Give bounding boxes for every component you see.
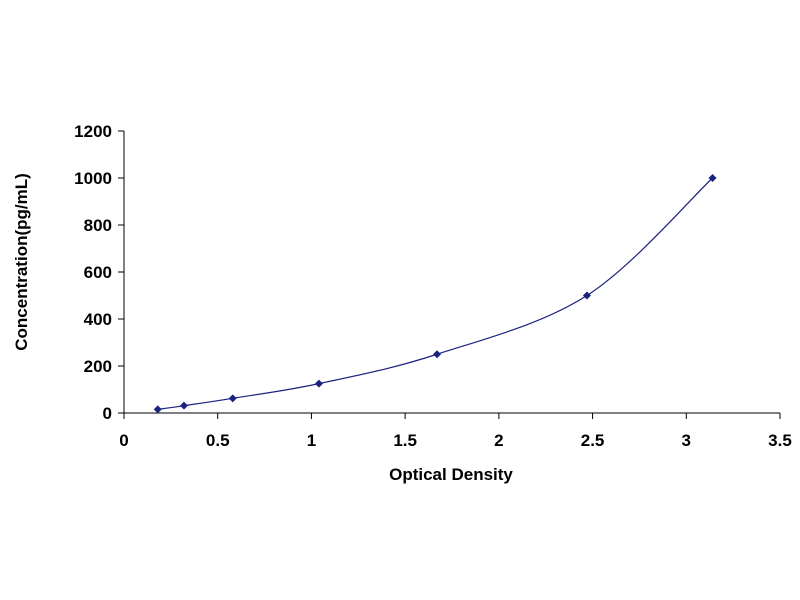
x-axis-ticks: 0 0.5 1 1.5 2 2.5 3 3.5 xyxy=(119,413,792,450)
x-tick-label: 3.5 xyxy=(768,431,792,450)
x-tick-label: 2 xyxy=(494,431,503,450)
data-point-marker xyxy=(708,174,717,182)
data-point-marker xyxy=(433,350,442,359)
axes xyxy=(123,131,780,414)
data-point-marker xyxy=(228,394,237,403)
y-tick-label: 400 xyxy=(84,310,112,329)
x-tick-label: 1.5 xyxy=(393,431,417,450)
plot-area xyxy=(153,174,717,414)
x-tick-label: 2.5 xyxy=(581,431,605,450)
y-tick-label: 0 xyxy=(103,404,112,423)
y-axis-ticks: 0 200 400 600 800 1000 1200 xyxy=(74,122,124,423)
x-tick-label: 0.5 xyxy=(206,431,230,450)
data-point-marker xyxy=(314,379,323,388)
standard-curve-line xyxy=(157,177,713,410)
y-tick-label: 1000 xyxy=(74,169,112,188)
x-tick-label: 0 xyxy=(119,431,128,450)
y-tick-label: 1200 xyxy=(74,122,112,141)
data-point-marker xyxy=(582,291,591,300)
data-point-marker xyxy=(153,405,162,414)
y-tick-label: 200 xyxy=(84,357,112,376)
y-tick-label: 600 xyxy=(84,263,112,282)
x-tick-label: 1 xyxy=(307,431,316,450)
x-axis-title: Optical Density xyxy=(389,465,513,484)
y-tick-label: 800 xyxy=(84,216,112,235)
y-axis-title: Concentration(pg/mL) xyxy=(12,173,31,351)
data-point-marker xyxy=(179,401,188,410)
x-tick-label: 3 xyxy=(682,431,691,450)
